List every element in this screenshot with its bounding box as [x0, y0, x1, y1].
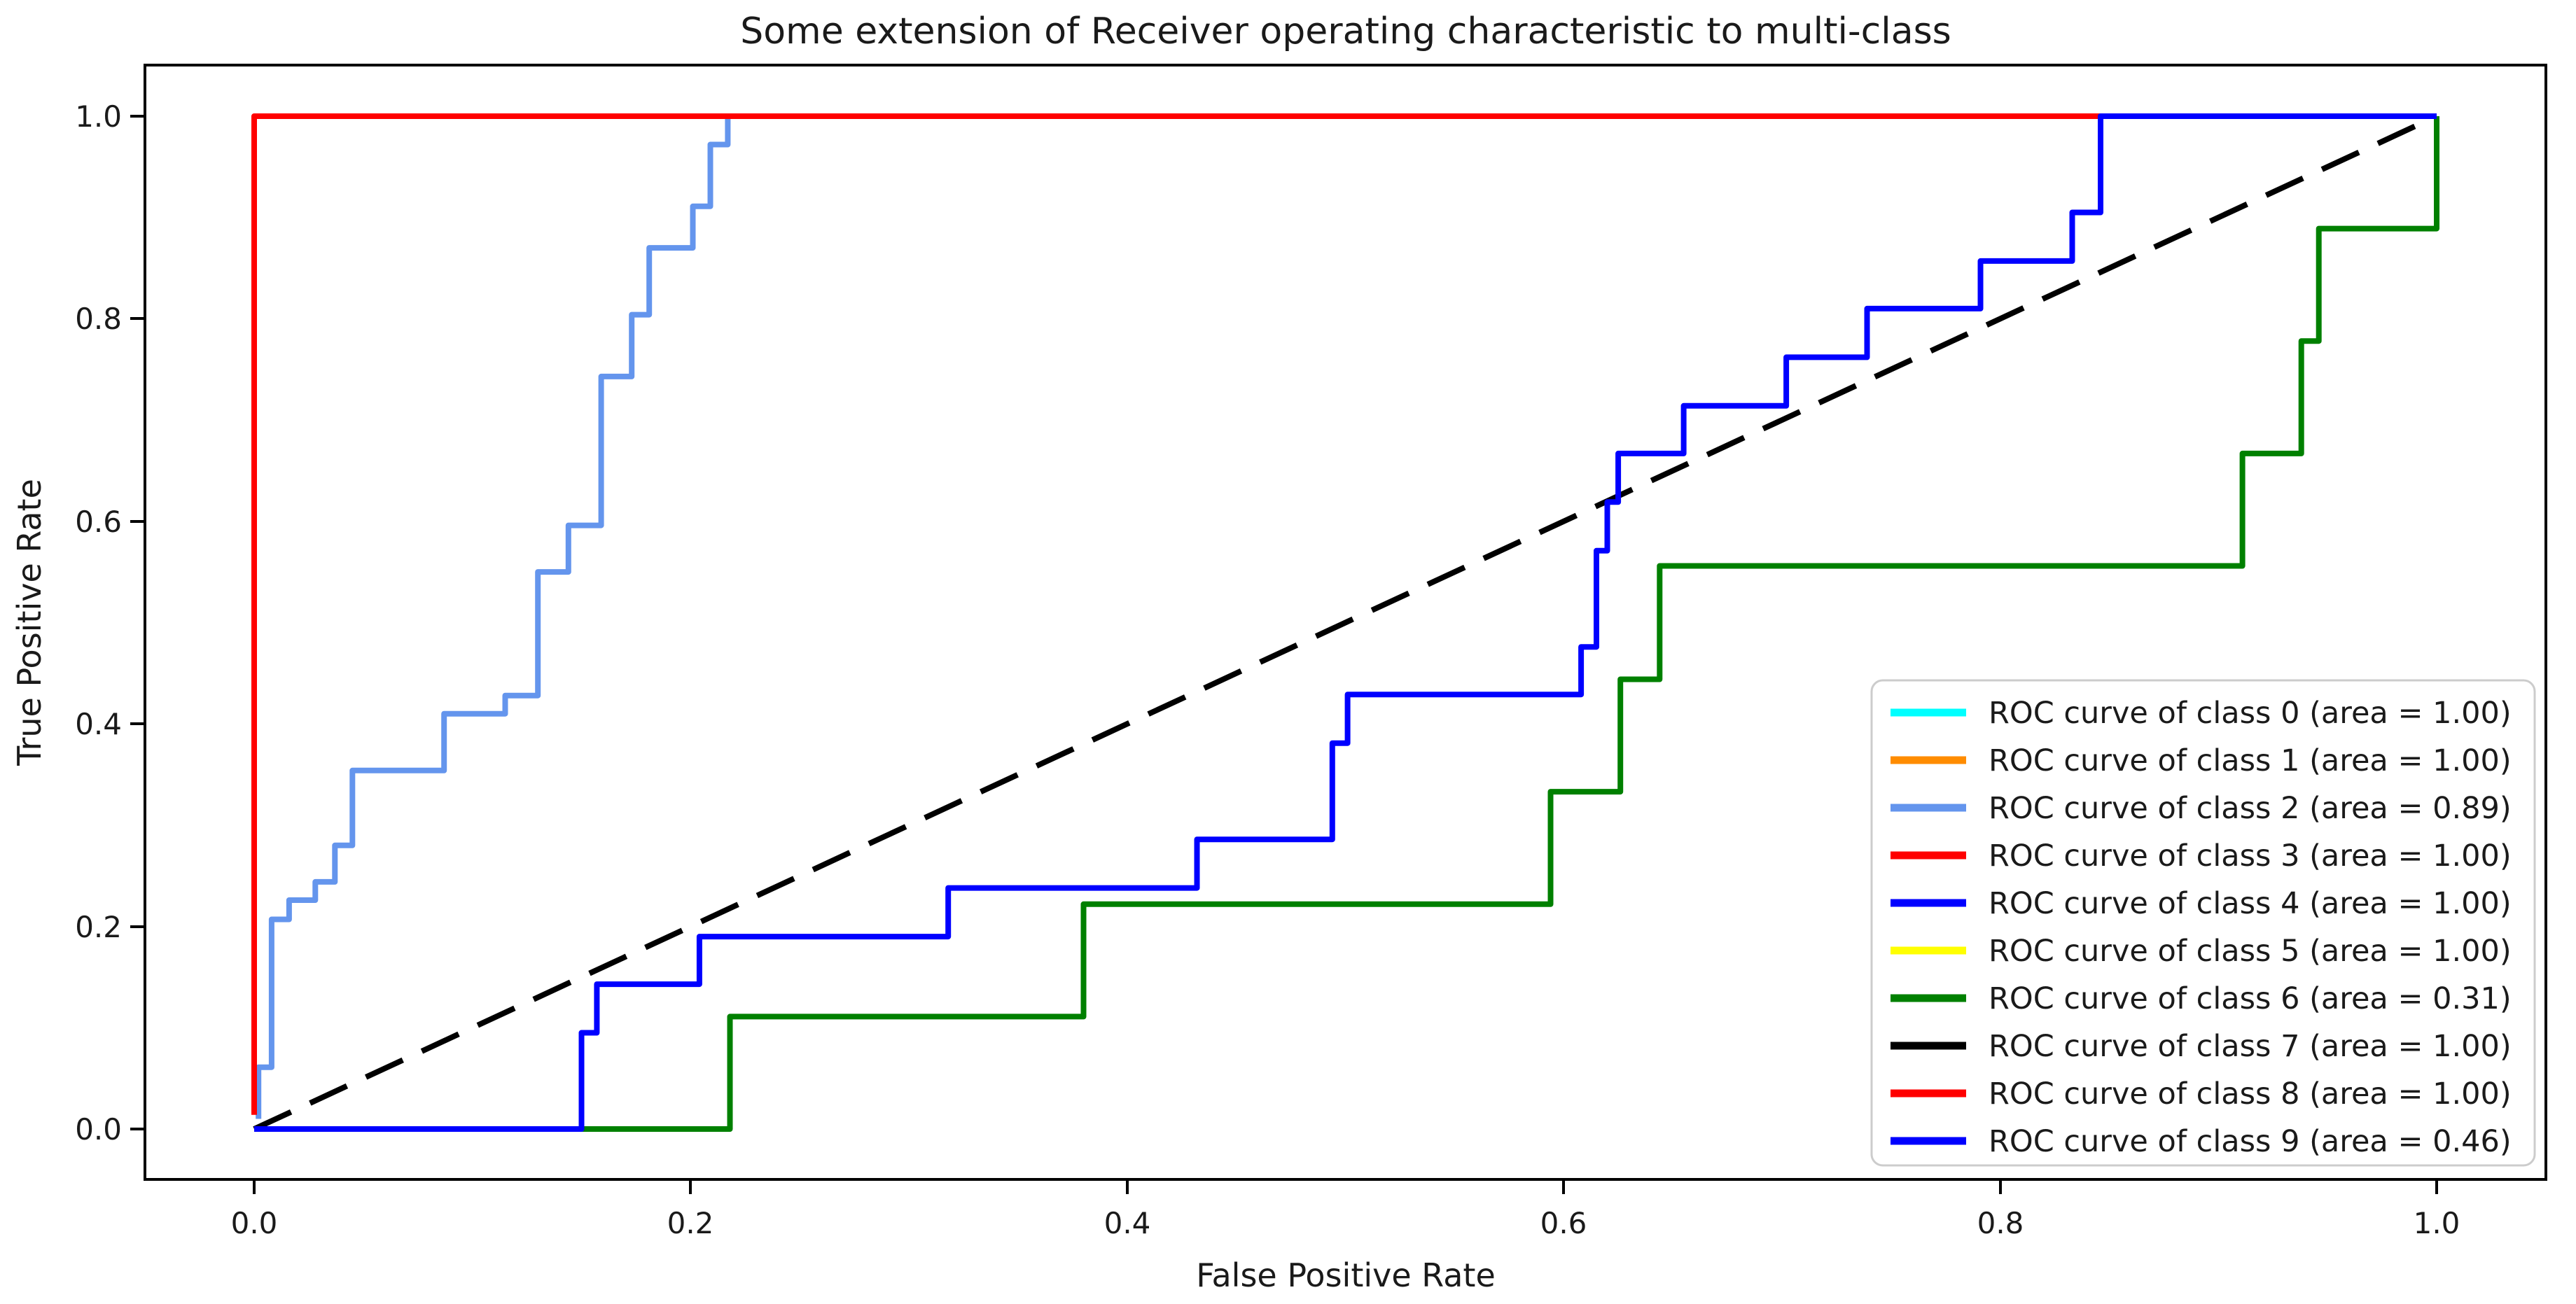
roc-curve-class-9 [254, 113, 2437, 1132]
y-axis-ticks [130, 115, 145, 1130]
y-tick-label: 0.2 [75, 910, 122, 944]
x-tick-label: 0.2 [667, 1206, 714, 1240]
x-tick-label: 0.8 [1977, 1206, 2024, 1240]
legend-frame [1870, 679, 2536, 1167]
y-tick-label: 0.8 [75, 302, 122, 336]
plot-frame [144, 64, 2547, 1181]
legend-entry-label: ROC curve of class 4 (area = 1.00) [1989, 886, 2512, 921]
x-axis-label: False Positive Rate [1196, 1256, 1496, 1294]
x-tick-label: 0.0 [231, 1206, 278, 1240]
y-tick-label: 0.4 [75, 707, 122, 741]
roc-curve-class-6 [254, 116, 2439, 1132]
y-tick-label: 0.0 [75, 1112, 122, 1147]
chance-diagonal [253, 113, 2438, 1132]
legend-entry-label: ROC curve of class 3 (area = 1.00) [1989, 839, 2512, 874]
y-axis-label: True Positive Rate [11, 479, 48, 766]
x-axis-tick-labels: 0.0 0.2 0.4 0.6 0.8 1.0 [231, 1206, 2460, 1240]
legend-entry-label: ROC curve of class 0 (area = 1.00) [1989, 696, 2512, 731]
y-axis-tick-labels: 0.0 0.2 0.4 0.6 0.8 1.0 [75, 99, 122, 1147]
legend-entry-label: ROC curve of class 5 (area = 1.00) [1989, 934, 2512, 969]
roc-curves [251, 113, 2439, 1132]
legend-entry-label: ROC curve of class 7 (area = 1.00) [1989, 1029, 2512, 1064]
legend-entry-label: ROC curve of class 1 (area = 1.00) [1989, 743, 2512, 778]
roc-curve-perfect-classes-3-8 [251, 113, 2437, 1115]
y-tick-label: 1.0 [75, 99, 122, 134]
x-tick-label: 0.4 [1104, 1206, 1151, 1240]
roc-curve-class-2 [256, 116, 731, 1119]
legend: ROC curve of class 0 (area = 1.00) ROC cu… [1870, 679, 2536, 1167]
legend-entry-label: ROC curve of class 9 (area = 0.46) [1989, 1124, 2512, 1159]
chart-title: Some extension of Receiver operating cha… [740, 10, 1951, 52]
x-tick-label: 1.0 [2414, 1206, 2460, 1240]
legend-entry-label: ROC curve of class 2 (area = 0.89) [1989, 791, 2512, 826]
y-tick-label: 0.6 [75, 505, 122, 539]
legend-rows: ROC curve of class 0 (area = 1.00) ROC cu… [1891, 696, 2512, 1159]
legend-entry-label: ROC curve of class 6 (area = 0.31) [1989, 981, 2512, 1016]
x-axis-ticks [253, 1179, 2438, 1194]
x-tick-label: 0.6 [1540, 1206, 1587, 1240]
legend-entry-label: ROC curve of class 8 (area = 1.00) [1989, 1077, 2512, 1112]
